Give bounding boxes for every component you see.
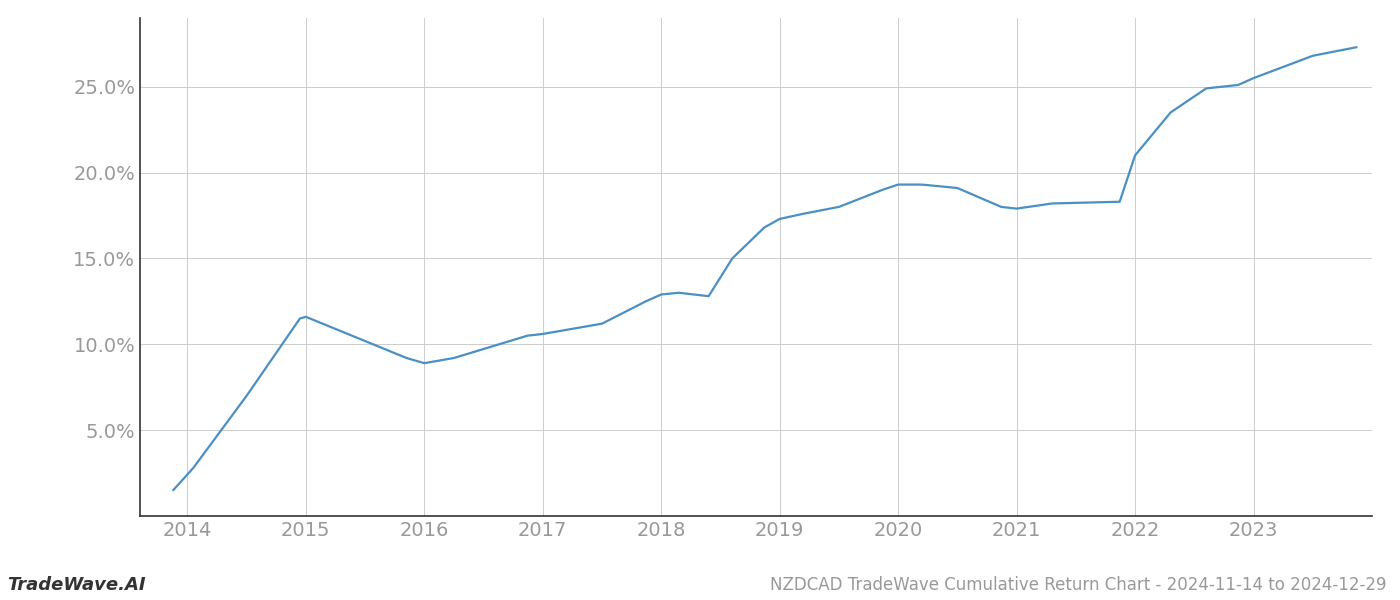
Text: TradeWave.AI: TradeWave.AI	[7, 576, 146, 594]
Text: NZDCAD TradeWave Cumulative Return Chart - 2024-11-14 to 2024-12-29: NZDCAD TradeWave Cumulative Return Chart…	[770, 576, 1386, 594]
